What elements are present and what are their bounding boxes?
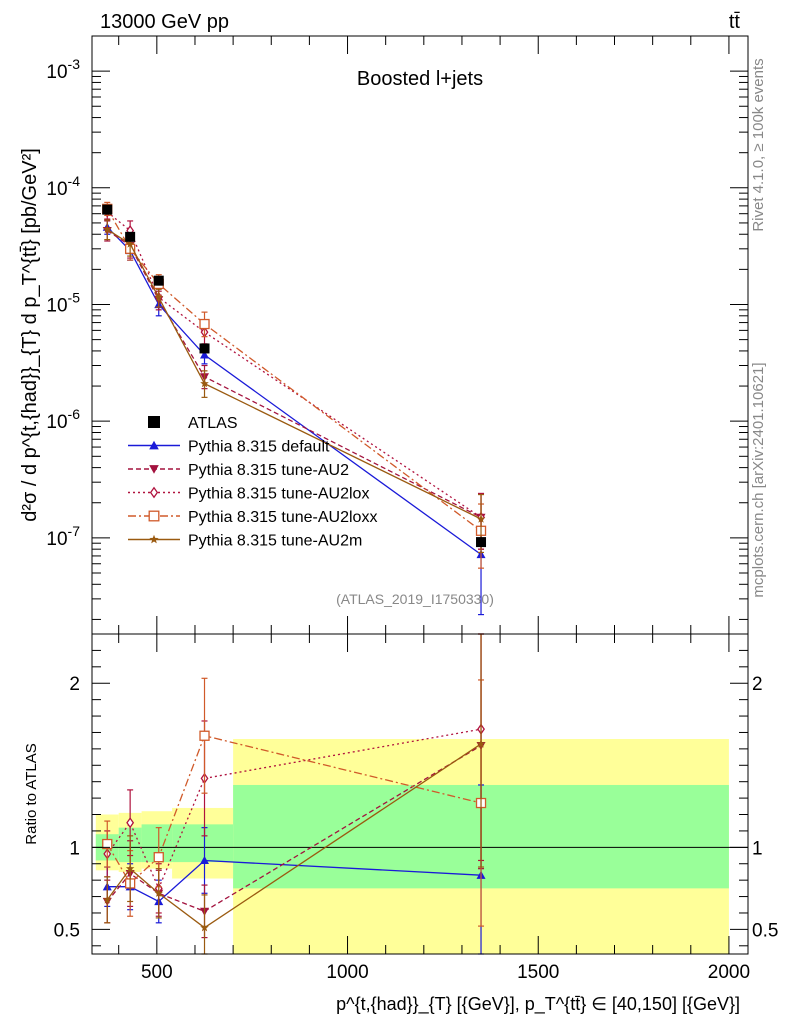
ratio-y-tick-label-right: 0.5 <box>752 920 778 941</box>
data-point <box>200 350 210 359</box>
legend-label: Pythia 8.315 tune-AU2lox <box>188 486 369 503</box>
legend: ATLAS Pythia 8.315 default Pythia 8.315 tu… <box>128 415 377 550</box>
ratio-y-tick-label: 0.5 <box>54 920 80 941</box>
mcplots-label: mcplots.cern.ch [arXiv:2401.10621] <box>750 362 767 597</box>
ratio-frame <box>91 633 749 955</box>
ratio-point <box>125 864 135 873</box>
ratio-point <box>200 855 210 865</box>
ratio-panel: 0.5 0.5 1 1 2 2 500 1000 1500 2000 Ratio to ATLAS… <box>23 633 778 1015</box>
main-series-group <box>102 201 487 616</box>
data-point <box>102 204 113 215</box>
series-line <box>106 208 482 532</box>
main-y-axis-label: d²σ / d p^{t,{had}}_{T} d p_T^{tt̄} [pb/… <box>19 148 41 522</box>
rivet-version-label: Rivet 4.1.0, ≥ 100k events <box>750 58 767 231</box>
main-axis-ticks: 10-7 10-6 10-5 10-4 10-3 <box>46 35 748 634</box>
main-y-tick-label: 10-3 <box>46 56 80 83</box>
x-tick-label: 500 <box>141 962 173 983</box>
legend-label: Pythia 8.315 tune-AU2 <box>188 462 349 479</box>
legend-marker <box>148 416 160 428</box>
series-pythia-8-315-tune-au2m <box>103 219 486 554</box>
legend-marker <box>149 465 159 474</box>
legend-marker <box>149 486 159 499</box>
legend-label: ATLAS <box>188 415 238 432</box>
data-point <box>476 537 487 548</box>
data-point <box>125 239 135 248</box>
ratio-series-group <box>102 633 487 955</box>
ratio-point <box>476 739 486 748</box>
ratio-axis-ticks: 0.5 0.5 1 1 2 2 500 1000 1500 2000 <box>54 634 778 983</box>
main-y-tick-label: 10-6 <box>46 406 80 433</box>
legend-label: Pythia 8.315 tune-AU2loxx <box>188 509 377 526</box>
data-point <box>103 224 112 234</box>
ratio-y-tick-label-right: 2 <box>752 674 763 695</box>
ratio-y-axis-label: Ratio to ATLAS <box>23 743 40 844</box>
series-line <box>106 211 482 518</box>
ratio-point <box>153 852 164 863</box>
main-y-tick-label: 10-4 <box>46 173 80 200</box>
data-point <box>476 514 486 523</box>
x-tick-label: 1500 <box>517 962 559 983</box>
ratio-y-tick-label: 2 <box>69 674 80 695</box>
x-axis-label: p^{t,{had}}_{T} [{GeV}], p_T^{tt̄} ∈ [40… <box>336 994 740 1015</box>
analysis-watermark: (ATLAS_2019_I1750330) <box>336 591 494 607</box>
legend-label: Pythia 8.315 tune-AU2m <box>188 533 362 550</box>
data-point <box>154 292 163 302</box>
data-point <box>200 379 209 388</box>
main-panel: 10-7 10-6 10-5 10-4 10-3 Boosted l+jets (ATL… <box>19 35 749 635</box>
x-tick-label: 2000 <box>708 962 750 983</box>
main-y-tick-label: 10-7 <box>46 523 80 550</box>
data-point <box>199 318 210 330</box>
data-point <box>199 343 210 354</box>
chart-title: Boosted l+jets <box>357 68 483 90</box>
ratio-point <box>126 817 135 829</box>
data-point <box>125 231 136 242</box>
legend-marker <box>149 534 159 544</box>
ratio-series-pythia-8-315-tune-au2m <box>103 633 486 955</box>
ratio-point <box>102 838 113 850</box>
series-atlas <box>102 204 487 548</box>
header-energy: 13000 GeV pp <box>100 11 229 33</box>
legend-marker <box>148 510 160 522</box>
ratio-y-tick-label-right: 1 <box>752 838 763 859</box>
ratio-point <box>199 730 210 741</box>
legend-marker <box>149 440 159 450</box>
x-tick-label: 1000 <box>326 962 368 983</box>
green-band <box>172 824 234 863</box>
ratio-point <box>154 888 163 897</box>
ratio-uncertainty-bands <box>95 739 729 954</box>
data-point <box>153 275 164 286</box>
ratio-y-tick-label: 1 <box>69 838 80 859</box>
ratio-point <box>200 923 209 932</box>
ratio-line <box>106 745 482 913</box>
main-y-tick-label: 10-5 <box>46 289 80 316</box>
legend-label: Pythia 8.315 default <box>188 439 330 456</box>
header-process: tt̄ <box>729 11 741 33</box>
ratio-point <box>103 895 112 904</box>
